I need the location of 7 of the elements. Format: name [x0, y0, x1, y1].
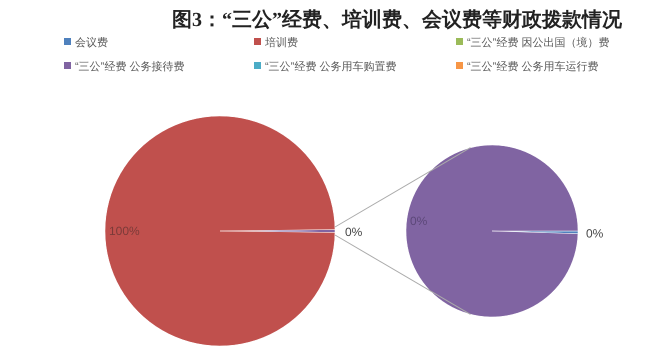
- chart-title: 图3：“三公”经费、培训费、会议费等财政拨款情况: [172, 8, 623, 31]
- legend-label: 会议费: [75, 36, 108, 49]
- text: 0%: [586, 226, 604, 240]
- data-label: 100%: [109, 224, 140, 238]
- legend-label: “三公”经费 公务接待费: [75, 60, 184, 73]
- text: 0%: [345, 225, 363, 239]
- legend-label: 培训费: [264, 36, 298, 49]
